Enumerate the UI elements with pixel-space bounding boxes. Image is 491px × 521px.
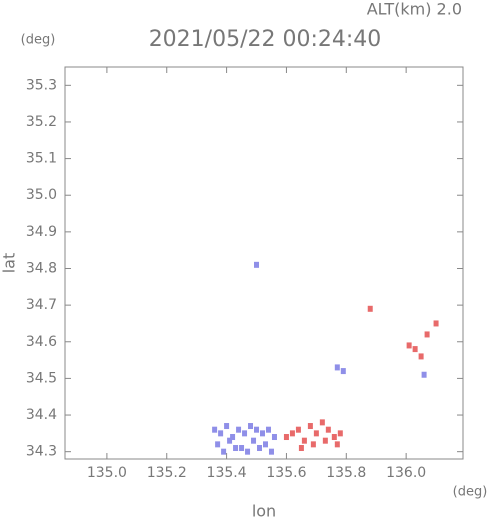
y-unit: (deg)	[21, 33, 56, 48]
echo-point	[433, 320, 439, 327]
echo-point	[283, 434, 289, 441]
annotation: ALT(km) 2.0	[367, 0, 462, 19]
echo-point	[212, 426, 218, 433]
echo-point	[254, 261, 260, 268]
echo-point	[313, 430, 319, 437]
x-unit: (deg)	[453, 485, 488, 500]
echo-point	[412, 346, 418, 353]
y-tick-label: 34.4	[26, 407, 57, 423]
echo-point	[257, 445, 263, 452]
echo-point	[260, 430, 266, 437]
y-tick-label: 35.1	[26, 151, 57, 167]
echo-point	[239, 445, 245, 452]
echo-point	[367, 305, 373, 312]
x-tick-label: 135.2	[147, 465, 187, 481]
y-tick-label: 34.7	[26, 297, 57, 313]
echo-point	[236, 426, 242, 433]
x-tick-label: 135.8	[326, 465, 366, 481]
x-tick-label: 135.0	[87, 465, 127, 481]
echo-point	[289, 430, 295, 437]
echo-point	[337, 430, 343, 437]
echo-point	[254, 426, 260, 433]
echo-point	[307, 423, 313, 430]
y-tick-label: 34.8	[26, 260, 57, 276]
y-tick-label: 34.9	[26, 224, 57, 240]
echo-point	[322, 437, 328, 444]
echo-point	[418, 353, 424, 360]
echo-point	[268, 448, 274, 455]
echo-point	[334, 364, 340, 371]
echo-point	[218, 430, 224, 437]
x-tick-label: 136.0	[386, 465, 426, 481]
plot-frame	[64, 66, 464, 460]
echo-point	[262, 441, 268, 448]
echo-point	[310, 441, 316, 448]
echo-point	[215, 441, 221, 448]
echo-point	[298, 445, 304, 452]
y-tick-label: 35.2	[26, 114, 57, 130]
echo-point	[233, 445, 239, 452]
echo-point	[245, 448, 251, 455]
echo-point	[242, 430, 248, 437]
y-tick-label: 35.0	[26, 187, 57, 203]
echo-point	[406, 342, 412, 349]
x-tick-label: 135.4	[207, 465, 247, 481]
echo-point	[301, 437, 307, 444]
echo-point	[331, 434, 337, 441]
echo-point	[424, 331, 430, 338]
echo-point	[224, 423, 230, 430]
echo-point	[265, 426, 271, 433]
echo-point	[248, 423, 254, 430]
echo-point	[325, 426, 331, 433]
y-tick-label: 34.3	[26, 444, 57, 460]
x-axis-label: lon	[252, 502, 276, 521]
chart-title: 2021/05/22 00:24:40	[149, 27, 382, 52]
echo-point	[421, 371, 427, 378]
echo-point	[227, 437, 233, 444]
echo-point	[295, 426, 301, 433]
y-tick-label: 35.3	[26, 77, 57, 93]
y-axis-label: lat	[0, 253, 19, 274]
y-tick-label: 34.6	[26, 334, 57, 350]
echo-point	[271, 434, 277, 441]
echo-point	[221, 448, 227, 455]
echo-point	[251, 437, 257, 444]
echo-point	[230, 434, 236, 441]
echo-point	[340, 368, 346, 375]
x-tick-label: 135.6	[266, 465, 306, 481]
y-tick-label: 34.5	[26, 370, 57, 386]
echo-point	[334, 441, 340, 448]
echo-point	[319, 419, 325, 426]
